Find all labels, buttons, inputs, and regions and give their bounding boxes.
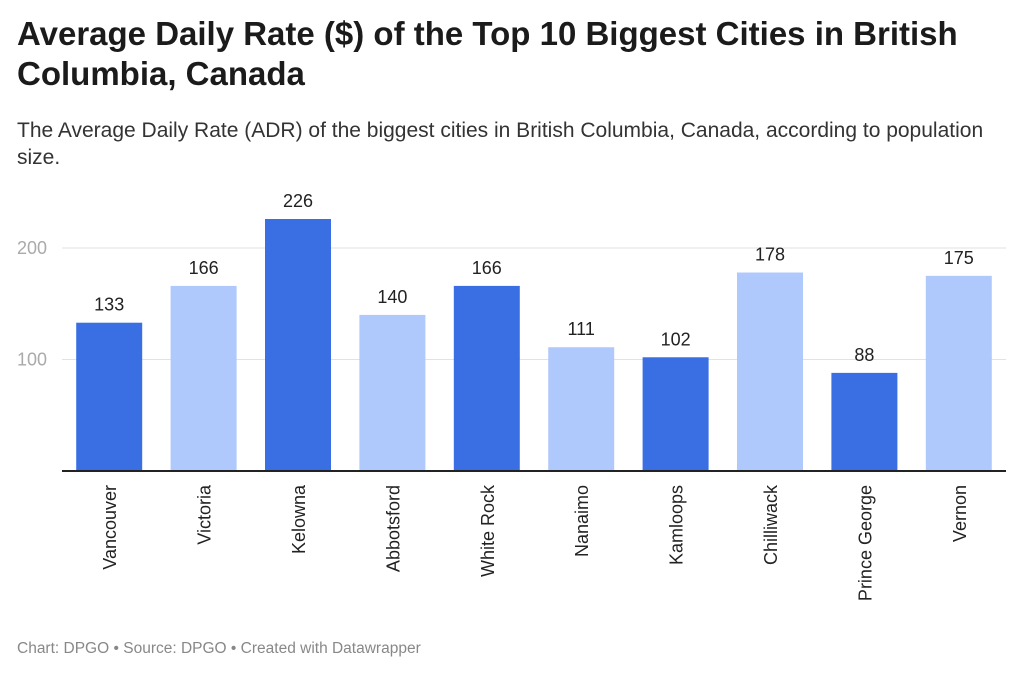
bar-value-label: 166: [472, 258, 502, 278]
bar-value-label: 88: [854, 345, 874, 365]
x-tick-label: Vancouver: [100, 485, 120, 570]
bar-value-label: 175: [944, 248, 974, 268]
x-tick-label: White Rock: [478, 484, 498, 577]
bar: [76, 322, 143, 471]
chart-credit: Chart: DPGO: [17, 640, 110, 657]
bar: [265, 219, 331, 471]
footer-separator: •: [113, 640, 119, 657]
bar: [453, 285, 520, 471]
x-tick-label: Chilliwack: [761, 484, 781, 565]
bar: [170, 285, 237, 471]
bar: [548, 347, 615, 471]
footer-separator: •: [230, 640, 237, 657]
chart-subtitle: The Average Daily Rate (ADR) of the bigg…: [17, 119, 984, 169]
x-tick-label: Victoria: [195, 484, 215, 545]
bar-value-label: 178: [755, 245, 785, 265]
bar: [642, 357, 709, 471]
chart-footer: Chart: DPGO • Source: DPGO • Created wit…: [17, 640, 421, 658]
x-tick-label: Prince George: [855, 485, 875, 601]
source-credit: Source: DPGO: [123, 640, 227, 657]
y-tick-label: 200: [17, 238, 47, 258]
bar: [359, 314, 426, 471]
bar-value-label: 102: [661, 329, 691, 349]
chart-title: Average Daily Rate ($) of the Top 10 Big…: [17, 15, 958, 92]
datawrapper-credit: Created with Datawrapper: [240, 640, 421, 657]
x-tick-label: Nanaimo: [572, 485, 592, 557]
bar-value-label: 166: [189, 258, 219, 278]
bar-value-label: 133: [94, 295, 124, 315]
x-tick-label: Abbotsford: [383, 485, 403, 572]
bar-value-label: 111: [568, 319, 595, 339]
x-tick-label: Kamloops: [667, 485, 687, 565]
bar: [737, 272, 803, 471]
bar-chart: 100 200 133 Vancouver 166 Victoria 226 Kelowna 1…: [17, 191, 1006, 601]
bar: [831, 372, 898, 471]
bar-value-label: 226: [283, 191, 313, 211]
x-tick-label: Vernon: [950, 485, 970, 542]
x-tick-label: Kelowna: [289, 484, 309, 554]
bar-value-label: 140: [377, 287, 407, 307]
y-tick-label: 100: [17, 349, 47, 369]
bar: [925, 275, 992, 471]
